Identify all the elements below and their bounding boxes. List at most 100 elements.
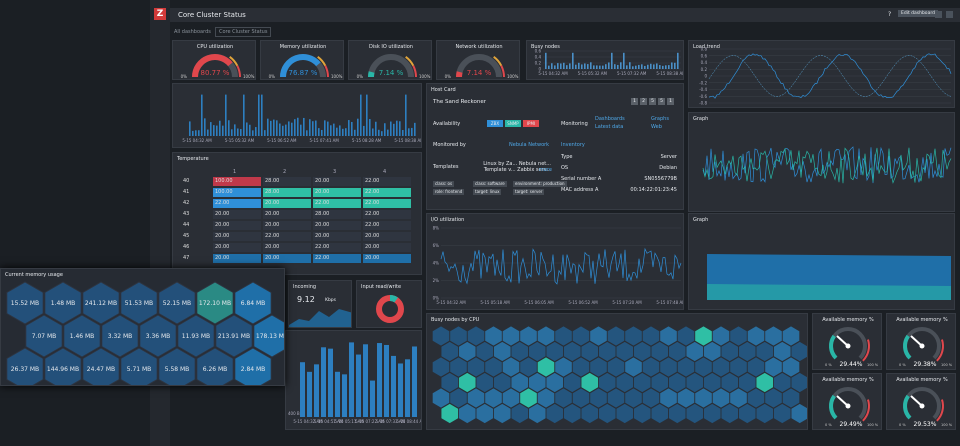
gauge-max: 100% [243, 74, 255, 79]
bar [408, 128, 410, 136]
y-tick-label: -0.8 [699, 101, 707, 106]
breadcrumb[interactable]: Core Cluster Status [215, 27, 272, 37]
gauge-track [456, 54, 502, 78]
widget-title: Host Card [431, 87, 456, 93]
table-cell: 44 [183, 222, 190, 228]
hex-cell [432, 326, 450, 346]
bar [599, 65, 601, 69]
line [702, 146, 952, 184]
column-header: 2 [283, 169, 287, 175]
y-tick-label: 0.2 [535, 61, 542, 66]
bar [391, 355, 396, 417]
gauge-fill [829, 334, 838, 360]
hex-cell [625, 357, 642, 377]
label: Availability [433, 121, 461, 127]
hex-cell [712, 357, 730, 377]
gauge-value: 7.14 % [379, 69, 404, 77]
table-cell: 20.00 [313, 232, 361, 241]
hex-cell [476, 341, 494, 362]
gauge-title: Disk IO utilization [369, 44, 413, 50]
x-tick-label: 5-15 04:32 AM [182, 138, 212, 143]
label: Monitored by [433, 142, 466, 148]
memory-gauge-widget: Available memory % 29.49% 0 % 100 % [812, 373, 882, 430]
x-tick-label: 5-15 08:38 AM [394, 138, 422, 143]
breadcrumb[interactable]: All dashboards [174, 29, 211, 35]
widget-title: Busy nodes [531, 44, 560, 50]
hex-cell [450, 326, 467, 346]
widget-title: Current memory usage [5, 272, 63, 278]
problem-count: 5 [649, 98, 656, 105]
tag: environment: production [513, 181, 567, 187]
hex-cell [642, 326, 660, 346]
chart: 29.53% 0 % 100 % [899, 387, 953, 428]
bar [605, 64, 607, 69]
hex-cell [82, 347, 120, 385]
line [440, 247, 682, 285]
hex-value: 3.36 MB [146, 333, 171, 340]
bar [252, 130, 254, 136]
bar [384, 344, 389, 417]
hex-cell [6, 347, 44, 385]
tag: class: software [473, 181, 507, 187]
hex-cell [677, 388, 695, 408]
bar [333, 123, 335, 136]
tag: target: linux [473, 189, 502, 195]
hex-cell [581, 372, 599, 393]
bar [267, 118, 269, 136]
gauge-value: 80.77 % [201, 69, 230, 77]
gauge-fill [903, 334, 912, 360]
gauge-zone [936, 399, 944, 422]
hex-cell [467, 357, 485, 377]
gauge-fill [456, 71, 463, 78]
bar [671, 62, 673, 69]
hex-cell [563, 341, 581, 362]
table-cell: 22.00 [313, 199, 361, 208]
table-cell: 22.00 [213, 199, 261, 208]
bar [390, 121, 392, 136]
help-button[interactable]: ? [888, 11, 892, 18]
hex-cell [598, 341, 616, 362]
hex-cell [493, 403, 511, 424]
fullscreen-button[interactable] [946, 11, 953, 18]
gauge-max: 100 % [867, 363, 879, 367]
hex-cell [607, 388, 625, 408]
bar [249, 124, 251, 136]
column-header: 3 [333, 169, 337, 175]
bar [258, 94, 260, 136]
hex-cell [467, 388, 485, 408]
hex-cell [625, 326, 642, 346]
hex-cell [196, 347, 234, 385]
edit-button[interactable]: Edit dashboard [898, 10, 938, 17]
bar [356, 354, 361, 417]
hex-cell [660, 388, 677, 408]
gauge-fill [192, 54, 233, 78]
bar [312, 121, 314, 136]
line [708, 53, 952, 99]
bar [554, 65, 556, 69]
hex-cell [738, 341, 756, 362]
menu-button[interactable] [935, 11, 942, 18]
y-tick-label: 0.6 [701, 53, 708, 58]
logo[interactable]: Z [154, 8, 166, 20]
bar [387, 129, 389, 136]
bar [204, 118, 206, 136]
problem-count: 2 [640, 98, 647, 105]
hex-cell [633, 372, 651, 393]
bar [572, 52, 574, 69]
table-cell: 46 [183, 244, 190, 250]
gauge-max: 100% [419, 74, 431, 79]
table-cell: 28.00 [313, 210, 361, 219]
hex-cell [63, 314, 101, 358]
bar [590, 62, 592, 69]
hex-cell [756, 372, 774, 393]
bar [321, 347, 326, 417]
label: Monitoring [561, 121, 588, 127]
hex-cell [458, 403, 476, 424]
bar [291, 122, 293, 136]
hex-cell [782, 357, 800, 377]
bar [629, 62, 631, 69]
bar [632, 66, 634, 69]
widget-title: Load trend [693, 44, 720, 50]
x-tick-label: 5-15 07:48 AM [656, 300, 684, 305]
x-tick-label: 5-15 07:20 AM [612, 300, 642, 305]
